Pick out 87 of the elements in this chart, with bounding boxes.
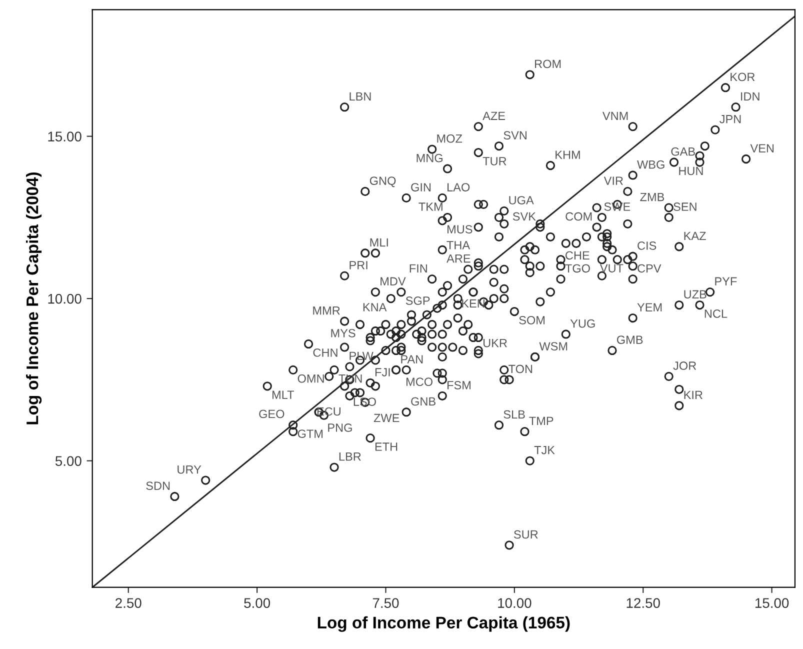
annotation: KOR: [730, 72, 755, 82]
annotation: MNG: [416, 154, 442, 162]
annotation: PYF: [715, 277, 737, 286]
x-tick-label: 2.50: [116, 598, 142, 608]
y-tick-label: 15.00: [48, 132, 82, 142]
annotation: SDN: [146, 482, 170, 490]
annotation: MLI: [370, 238, 388, 246]
annotation: SVK: [512, 212, 536, 221]
annotation: TMP: [529, 416, 554, 425]
annotation: FJI: [375, 368, 390, 376]
annotation: CHN: [313, 348, 338, 357]
annotation: JOR: [673, 362, 696, 370]
annotation: VEN: [750, 144, 774, 152]
annotation: ARE: [446, 254, 470, 263]
annotation: MCO: [406, 378, 432, 386]
annotation: KAZ: [684, 232, 706, 240]
annotation: GIN: [411, 183, 431, 192]
annotation: PLW: [350, 352, 374, 360]
annotation: LBN: [350, 92, 371, 100]
x-tick-label: 10.00: [498, 598, 532, 608]
annotation: ZMB: [640, 192, 664, 202]
annotation: COM: [566, 212, 592, 221]
annotation: GAB: [671, 147, 695, 156]
annotation: WBG: [637, 160, 664, 169]
annotation: KHM: [556, 150, 580, 159]
annotation: KIR: [684, 390, 702, 400]
annotation: SOM: [519, 316, 545, 324]
x-axis-title: Log of Income Per Capita (1965): [318, 616, 570, 632]
annotation: AZE: [482, 112, 506, 120]
annotation: GEO: [259, 410, 284, 418]
annotation: VIR: [604, 176, 623, 185]
annotation: TJK: [534, 446, 555, 454]
annotation: SVN: [504, 131, 526, 140]
annotation: SEN: [674, 202, 696, 211]
annotation: CIS: [638, 241, 656, 250]
annotation: UGA: [509, 196, 534, 204]
annotation: OMN: [298, 374, 324, 383]
annotation: CHE: [566, 251, 590, 260]
annotation: GTM: [298, 430, 323, 438]
annotation: WSM: [539, 342, 568, 350]
annotation: ZWE: [374, 414, 400, 422]
annotation: ROM: [535, 60, 561, 68]
annotation: GNQ: [370, 176, 396, 188]
annotation: MOZ: [437, 134, 462, 143]
x-tick-label: 7.50: [372, 598, 399, 608]
annotation: FIN: [410, 264, 427, 272]
annotation: URY: [178, 466, 202, 474]
annotation: GMB: [616, 336, 643, 344]
y-tick-label: 10.00: [48, 294, 82, 304]
annotation: TGO: [565, 264, 590, 273]
annotation: LAO: [448, 183, 470, 192]
annotation: JPN: [720, 115, 741, 124]
annotation: MLT: [272, 390, 294, 399]
x-tick-label: 15.00: [755, 598, 789, 608]
annotation: MMR: [313, 306, 340, 315]
annotation: GNB: [411, 397, 436, 406]
annotation: IDN: [741, 92, 760, 100]
annotation: CPV: [638, 264, 662, 273]
annotation: TON: [508, 364, 532, 374]
annotation: LBR: [339, 452, 361, 461]
annotation: VUT: [600, 264, 624, 272]
annotation: YUG: [570, 319, 595, 328]
annotation: SUR: [514, 530, 538, 539]
annotation: SLB: [504, 410, 525, 419]
annotation: YEM: [637, 303, 662, 312]
annotation: SGP: [406, 296, 430, 305]
annotation: UKR: [483, 338, 507, 348]
annotation: ETH: [375, 442, 398, 451]
y-axis-title: Log of Income Per Capita (2004): [26, 172, 42, 424]
annotation: PNG: [328, 424, 352, 432]
annotation: MDV: [380, 277, 406, 286]
annotation: THA: [446, 241, 470, 250]
annotation: FSM: [448, 381, 470, 390]
annotation: UZB: [684, 290, 706, 299]
annotation: MYS: [331, 328, 356, 338]
annotation: KNA: [363, 303, 387, 312]
x-tick-label: 5.00: [244, 598, 270, 608]
annotation: MUS: [448, 225, 472, 234]
annotation: PRI: [350, 261, 368, 270]
y-tick-label: 5.00: [55, 456, 82, 466]
annotation: TUR: [482, 157, 506, 166]
annotation: HUN: [679, 166, 703, 176]
annotation: NCL: [704, 310, 728, 318]
annotation: VNM: [602, 112, 628, 120]
annotation: TKM: [418, 202, 442, 211]
x-tick-label: 12.50: [626, 598, 660, 608]
annotation: PAN: [401, 355, 423, 364]
